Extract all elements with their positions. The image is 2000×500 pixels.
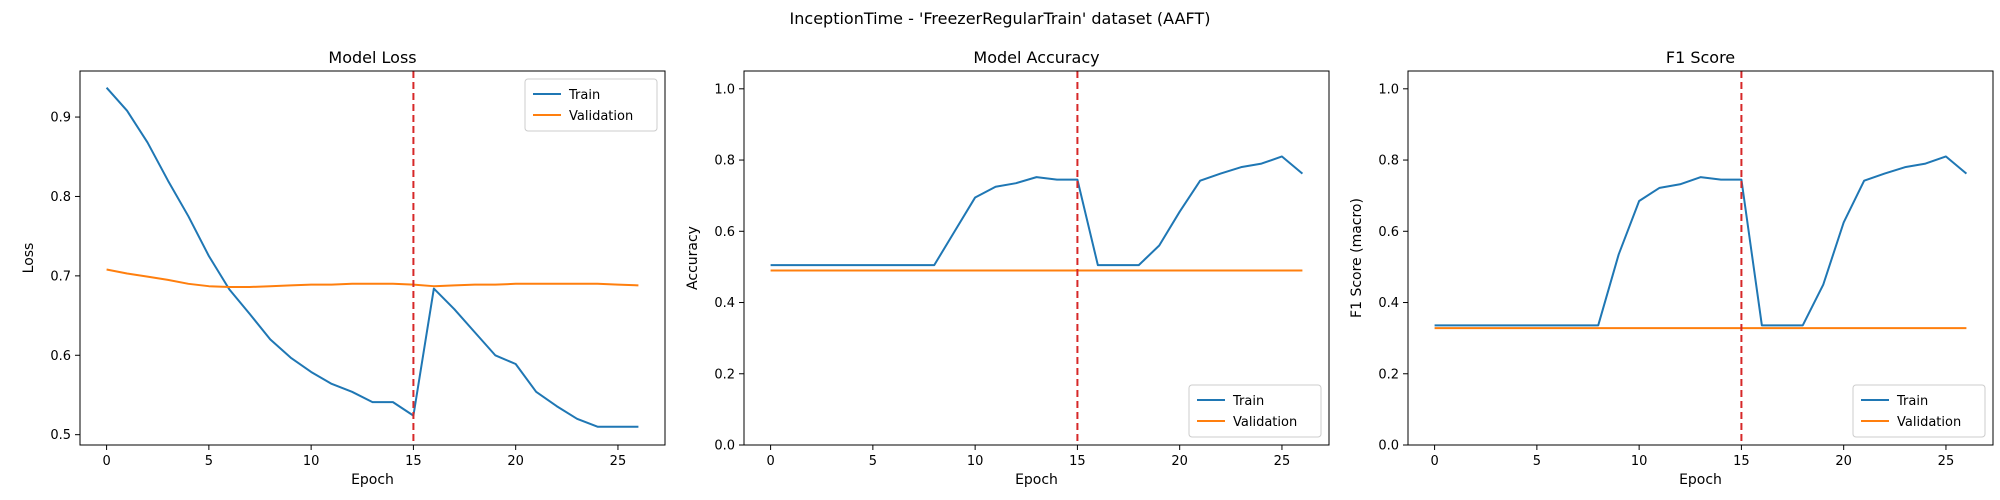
x-tick-label: 25 [1274, 454, 1291, 469]
y-tick-label: 0.8 [1378, 154, 1399, 169]
x-tick-label: 5 [869, 454, 877, 469]
x-tick-label: 15 [1069, 454, 1086, 469]
figure-suptitle: InceptionTime - 'FreezerRegularTrain' da… [790, 9, 1211, 28]
series-line-train [105, 87, 639, 428]
y-tick-label: 0.6 [50, 349, 71, 364]
chart-title: F1 Score [1666, 48, 1735, 67]
legend-label-train: Train [568, 88, 600, 103]
plot-area [105, 71, 639, 445]
legend-label-validation: Validation [1897, 415, 1961, 430]
y-axis-label: Accuracy [685, 226, 701, 290]
y-tick-label: 0.5 [50, 428, 71, 443]
chart-title: Model Loss [328, 48, 416, 67]
x-tick-label: 25 [1938, 454, 1955, 469]
x-axis-label: Epoch [351, 472, 394, 488]
y-axis-label: F1 Score (macro) [1349, 198, 1365, 318]
legend: Train Validation [1188, 384, 1322, 438]
y-tick-label: 1.0 [714, 82, 735, 97]
legend-box [1852, 384, 1986, 438]
y-tick-label: 0.6 [1378, 225, 1399, 240]
axes-frame [743, 70, 1330, 446]
x-tick-label: 20 [507, 454, 524, 469]
series-line-train [770, 155, 1304, 267]
x-tick-label: 25 [610, 454, 627, 469]
y-tick-label: 0.0 [1378, 439, 1399, 454]
x-tick-label: 0 [1430, 454, 1438, 469]
x-tick-label: 10 [967, 454, 984, 469]
series-line-validation [106, 268, 639, 288]
y-tick-label: 0.0 [714, 439, 735, 454]
x-tick-label: 5 [205, 454, 213, 469]
y-tick-label: 0.9 [50, 111, 71, 126]
y-tick-label: 1.0 [1378, 82, 1399, 97]
y-axis-label: Loss [21, 243, 37, 274]
x-tick-label: 20 [1835, 454, 1852, 469]
legend: Train Validation [1852, 384, 1986, 438]
x-tick-label: 0 [102, 454, 110, 469]
x-axis-label: Epoch [1015, 472, 1058, 488]
legend-label-train: Train [1896, 394, 1928, 409]
x-axis-label: Epoch [1679, 472, 1722, 488]
chart-panel-1: Model Loss 0 5 10 15 20 25 0.5 0.6 0.7 0.8 0.9 Epoch… [21, 48, 666, 488]
x-tick-label: 5 [1533, 454, 1541, 469]
legend-label-train: Train [1232, 394, 1264, 409]
series-line-train [1434, 155, 1968, 327]
legend-label-validation: Validation [1233, 415, 1297, 430]
plot-area [1434, 71, 1968, 445]
chart-panel-2: Model Accuracy 0 5 10 15 20 25 0.0 0.2 0.4 0.6 0.8 1… [685, 48, 1330, 488]
y-tick-label: 0.4 [714, 296, 735, 311]
legend-box [524, 78, 658, 132]
y-tick-label: 0.7 [50, 269, 71, 284]
chart-panel-3: F1 Score 0 5 10 15 20 25 0.0 0.2 0.4 0.6 0.8 1.0 Epoc… [1349, 48, 1994, 488]
x-tick-label: 15 [405, 454, 422, 469]
axes-frame [79, 70, 666, 446]
y-tick-label: 0.2 [1378, 367, 1399, 382]
chart-panels: Model Loss 0 5 10 15 20 25 0.5 0.6 0.7 0.8 0.9 Epoch… [21, 48, 1994, 488]
x-tick-label: 10 [303, 454, 320, 469]
x-tick-label: 15 [1733, 454, 1750, 469]
y-tick-label: 0.4 [1378, 296, 1399, 311]
y-tick-label: 0.8 [50, 190, 71, 205]
axes-frame [1407, 70, 1994, 446]
legend-box [1188, 384, 1322, 438]
x-tick-label: 20 [1171, 454, 1188, 469]
x-tick-label: 10 [1631, 454, 1648, 469]
y-tick-label: 0.6 [714, 225, 735, 240]
legend-label-validation: Validation [569, 109, 633, 124]
plot-area [770, 71, 1304, 445]
legend: Train Validation [524, 78, 658, 132]
y-tick-label: 0.2 [714, 367, 735, 382]
x-tick-label: 0 [766, 454, 774, 469]
y-tick-label: 0.8 [714, 154, 735, 169]
chart-title: Model Accuracy [973, 48, 1099, 67]
